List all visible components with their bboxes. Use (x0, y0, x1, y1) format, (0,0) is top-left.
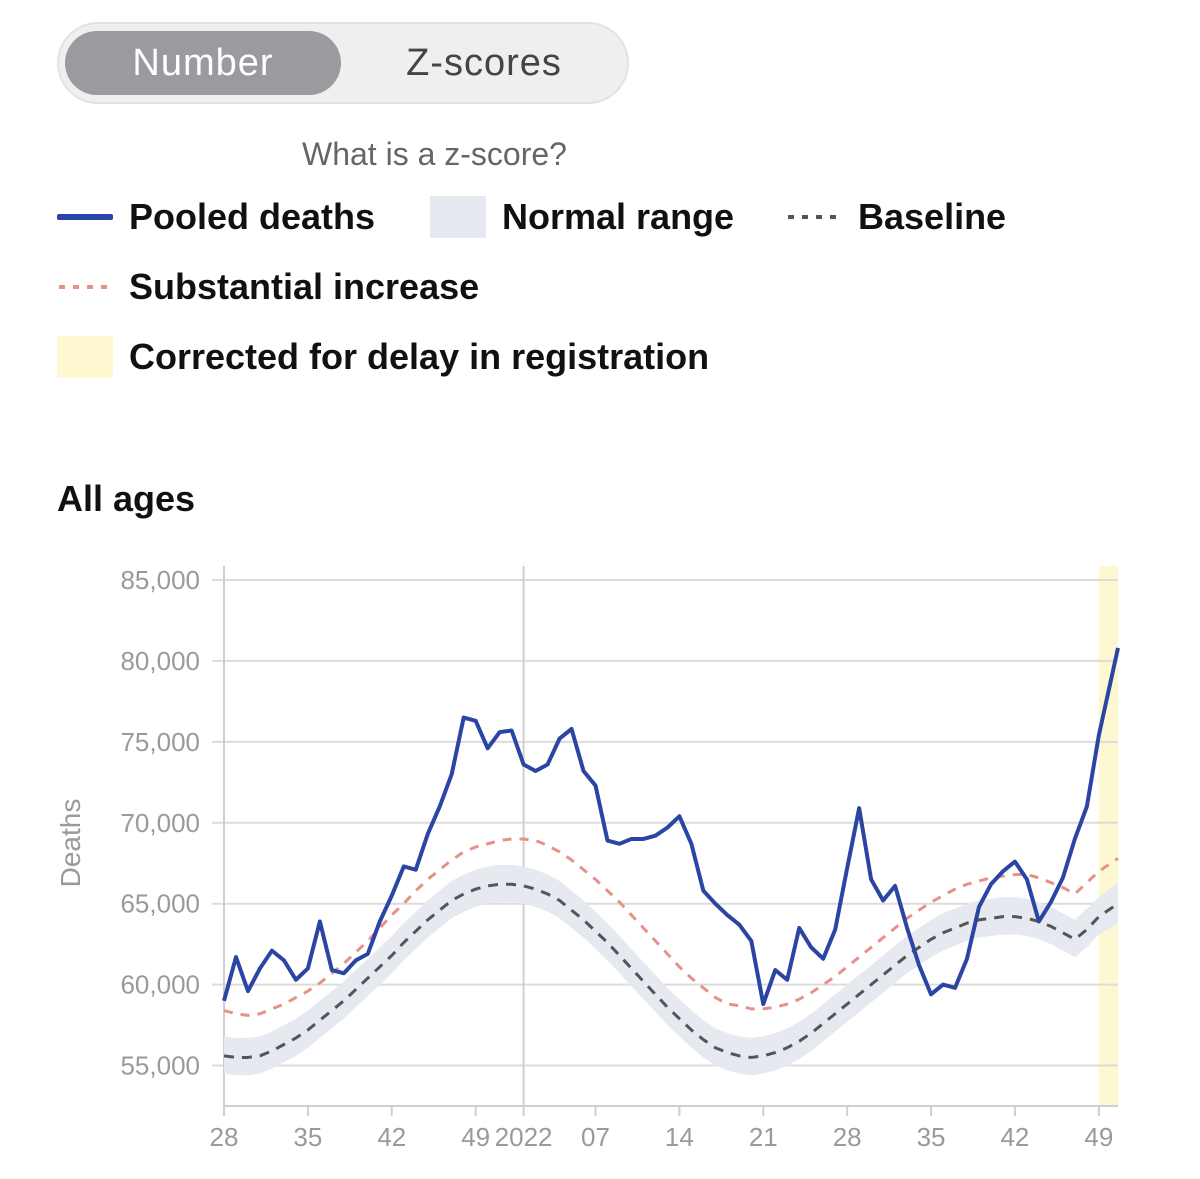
deaths-line-chart: 55,000 60,000 65,000 70,000 75,000 80,000 85,0… (55, 565, 1120, 1152)
x-tick-label: 42 (377, 1122, 406, 1152)
baseline-dash-swatch (788, 215, 842, 219)
legend-substantial-label: Substantial increase (129, 266, 480, 307)
legend-corrected: Corrected for delay in registration (57, 336, 709, 378)
y-tick-label: 80,000 (120, 646, 200, 676)
corrected-delay-band (1098, 566, 1118, 1106)
corrected-swatch (57, 336, 113, 378)
legend-substantial-increase: Substantial increase (57, 266, 479, 308)
x-tick-label: 14 (665, 1122, 694, 1152)
x-tick-label: 28 (210, 1122, 239, 1152)
x-tick-label: 07 (581, 1122, 610, 1152)
pooled-line-swatch (57, 214, 113, 220)
zscores-toggle-button[interactable]: Z-scores (406, 41, 562, 84)
normal-range-swatch (430, 196, 486, 238)
view-toggle: Number Z-scores (57, 22, 629, 104)
legend-pooled-deaths: Pooled deaths (57, 196, 375, 238)
y-axis-label: Deaths (55, 799, 86, 888)
normal-range-band (224, 864, 1118, 1076)
legend-pooled-label: Pooled deaths (129, 196, 376, 237)
x-tick-label: 42 (1000, 1122, 1029, 1152)
y-tick-label: 70,000 (120, 808, 200, 838)
x-tick-label: 2022 (495, 1122, 553, 1152)
baseline-line (223, 882, 1119, 1059)
x-tick-label: 35 (293, 1122, 322, 1152)
y-tick-label: 85,000 (120, 565, 200, 595)
y-tick-label: 65,000 (120, 889, 200, 919)
chart-title: All ages (57, 478, 196, 519)
y-tick-label: 75,000 (120, 727, 200, 757)
legend-baseline-label: Baseline (858, 196, 1007, 237)
x-tick-label: 35 (917, 1122, 946, 1152)
substantial-increase-line (223, 837, 1119, 1017)
number-toggle-button[interactable]: Number (65, 31, 341, 95)
x-tick-label: 28 (833, 1122, 862, 1152)
y-tick-label: 55,000 (120, 1051, 200, 1081)
legend-corrected-label: Corrected for delay in registration (129, 336, 710, 377)
x-tick-label: 49 (461, 1122, 490, 1152)
pooled-deaths-line (222, 647, 1120, 1007)
x-tick-label: 49 (1084, 1122, 1113, 1152)
legend-normal-range: Normal range (430, 196, 734, 238)
substantial-dash-swatch (59, 285, 113, 289)
x-tick-label: 21 (749, 1122, 778, 1152)
zscore-help-link[interactable]: What is a z-score? (302, 136, 567, 172)
y-tick-label: 60,000 (120, 970, 200, 1000)
legend-baseline: Baseline (786, 196, 1006, 238)
legend-normal-label: Normal range (502, 196, 735, 237)
